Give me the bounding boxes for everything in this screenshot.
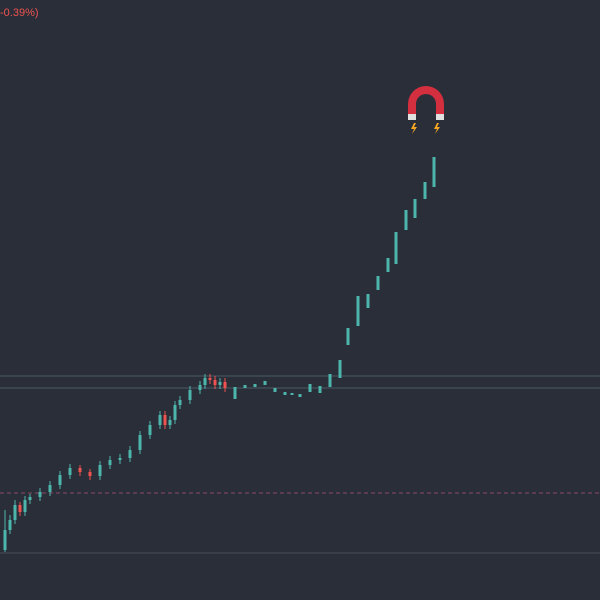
candle-body — [243, 385, 247, 388]
candle-body — [148, 425, 152, 435]
candle-body — [318, 386, 322, 393]
candle-body — [3, 530, 7, 550]
candle-body — [138, 435, 142, 450]
candle-body — [58, 475, 62, 485]
candle-body — [213, 380, 217, 385]
candle-body — [78, 468, 82, 472]
candle-body — [283, 392, 287, 395]
candle-body — [158, 415, 162, 425]
candle-body — [38, 492, 42, 497]
candle-body — [273, 388, 277, 392]
candle-body — [198, 385, 202, 390]
candle-body — [356, 296, 360, 326]
candle-body — [178, 400, 182, 405]
candle-body — [23, 500, 27, 512]
candle-body — [98, 465, 102, 476]
candle-body — [48, 485, 52, 492]
candle-body — [18, 505, 22, 512]
candle-body — [188, 390, 192, 400]
magnet-icon — [408, 86, 444, 134]
candle-body — [376, 276, 380, 290]
candle-body — [128, 450, 132, 458]
candle-body — [88, 472, 92, 476]
candle-body — [253, 384, 257, 387]
candle-body — [233, 387, 237, 399]
candle-body — [386, 258, 390, 272]
candle-body — [290, 393, 294, 395]
candle-body — [163, 415, 167, 425]
candle-body — [338, 360, 342, 378]
candle-body — [203, 378, 207, 385]
candle-body — [308, 384, 312, 392]
candle-body — [28, 497, 32, 500]
candle-body — [366, 294, 370, 308]
candle-body — [328, 374, 332, 387]
candle-body — [404, 210, 408, 230]
candle-body — [13, 505, 17, 520]
candle-body — [263, 381, 267, 385]
candle-body — [208, 378, 212, 380]
change-label: -0.39%) — [0, 7, 39, 19]
candle-body — [394, 232, 398, 264]
candle-body — [223, 382, 227, 388]
candle-body — [108, 460, 112, 465]
candle-body — [118, 458, 122, 460]
candle-body — [413, 199, 417, 218]
candle-body — [173, 405, 177, 420]
candle-body — [168, 420, 172, 425]
candle-body — [8, 520, 12, 530]
candle-body — [432, 157, 436, 187]
candle-body — [423, 182, 427, 199]
candle-body — [68, 468, 72, 475]
candle-body — [218, 382, 222, 385]
candle-body — [346, 328, 350, 345]
candle-body — [298, 394, 302, 397]
